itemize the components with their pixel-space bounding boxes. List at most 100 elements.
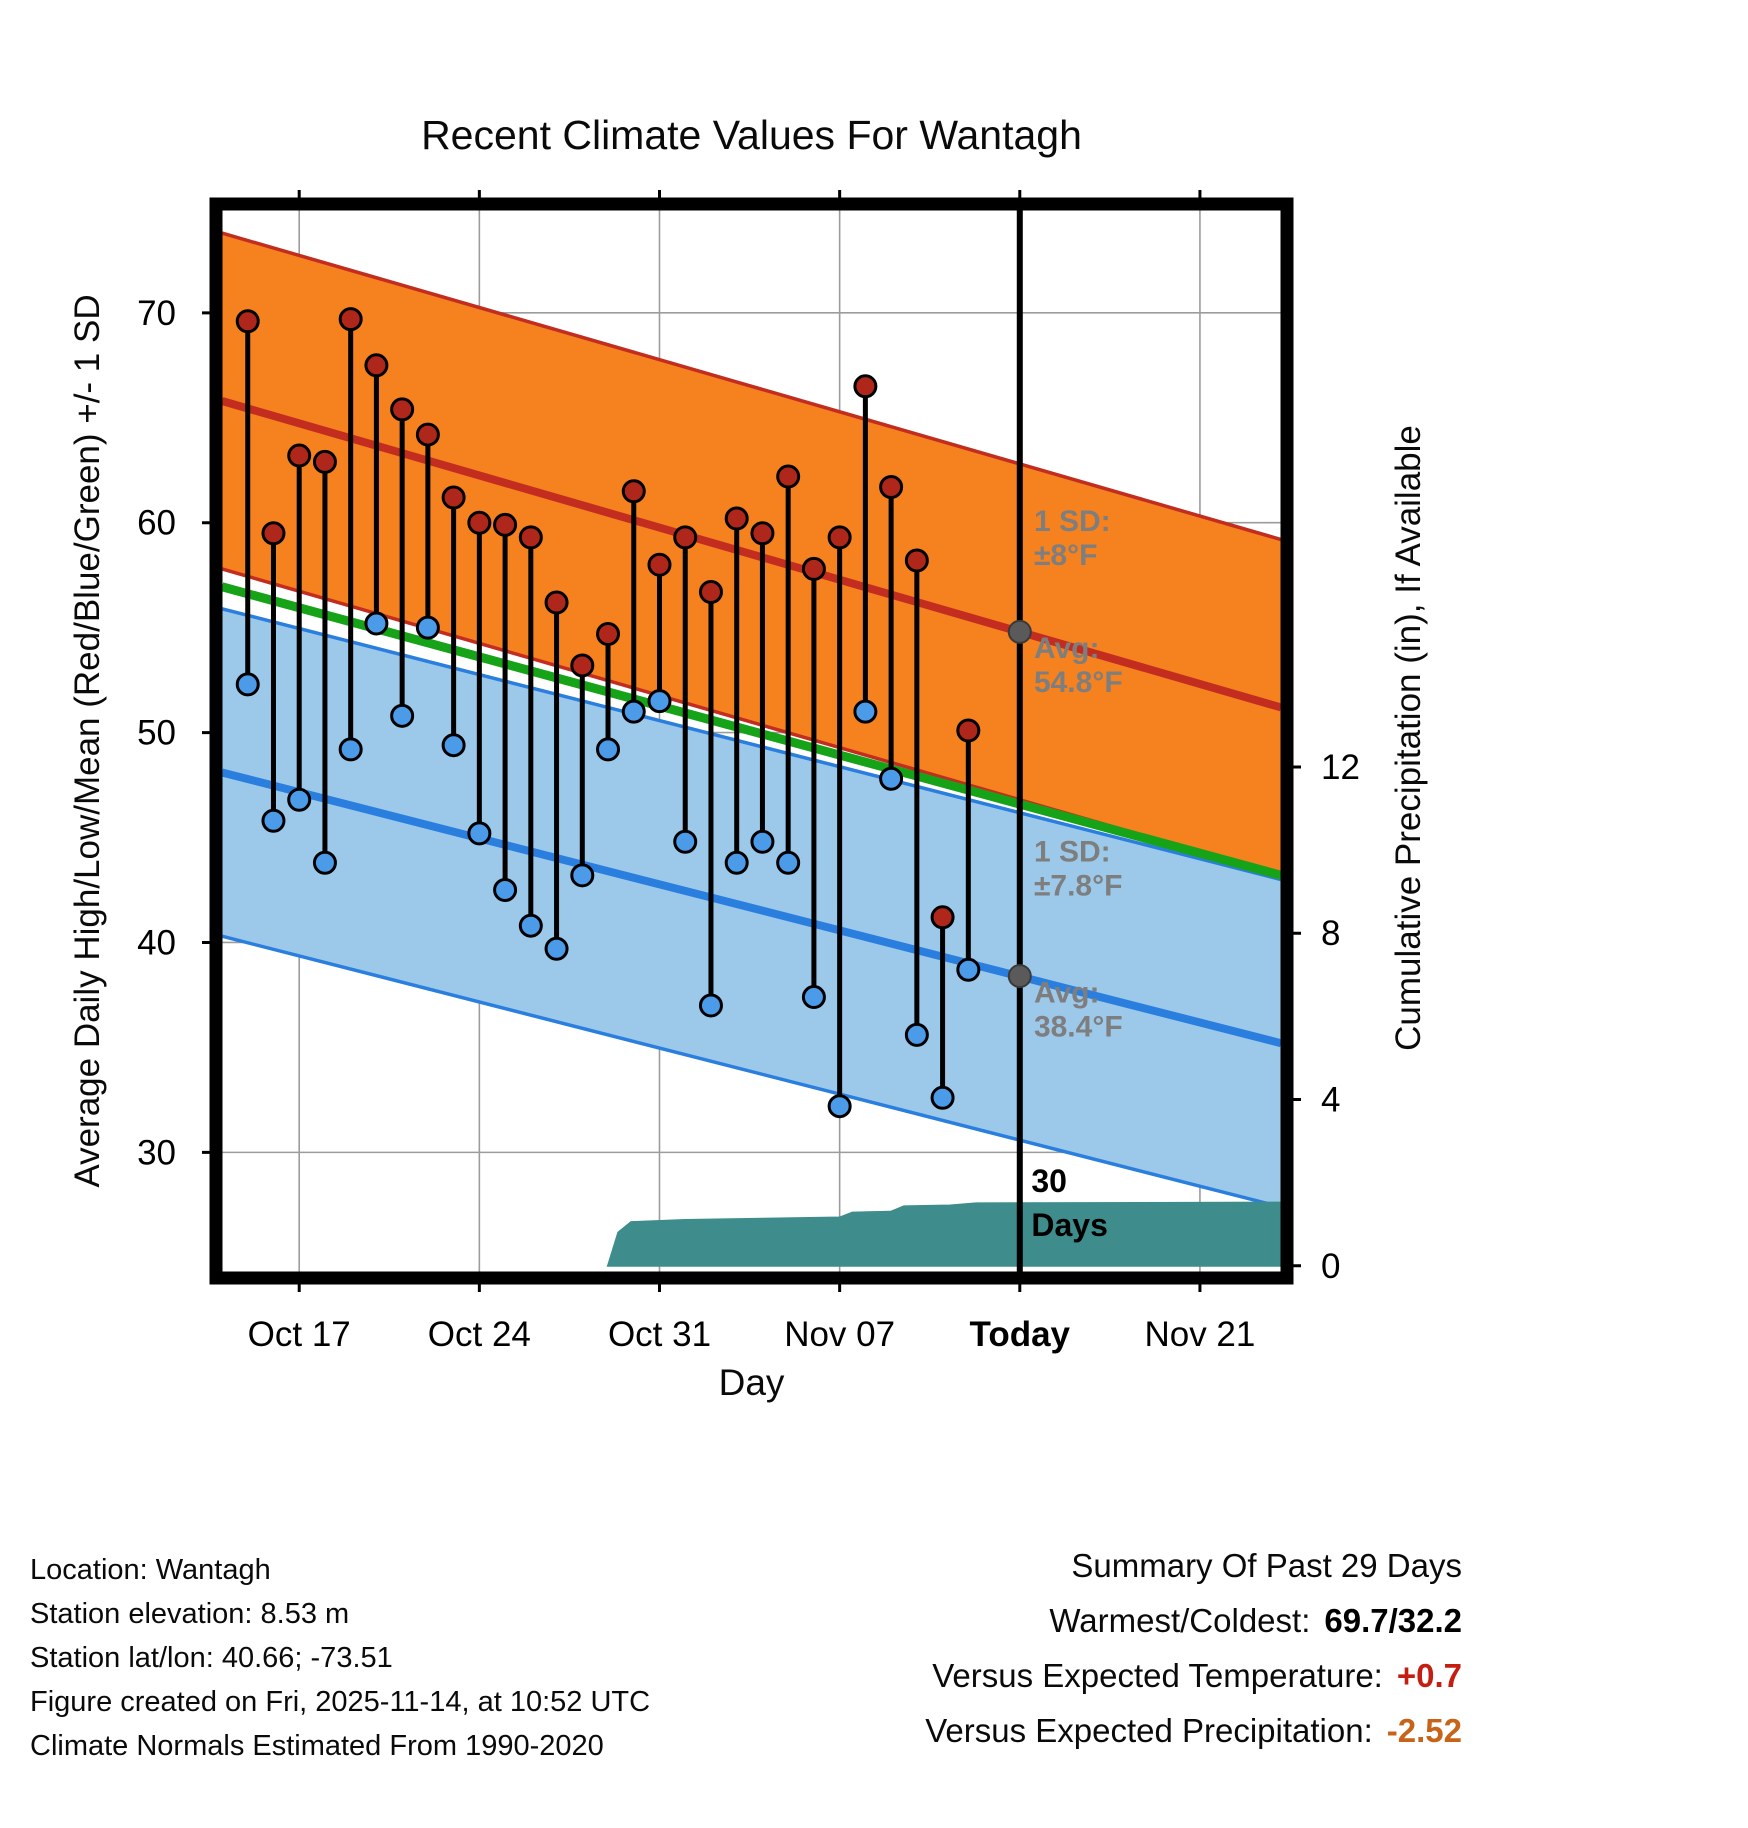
summary-title: Summary Of Past 29 Days [1071,1547,1462,1584]
summary-row-label: Versus Expected Precipitation: [925,1712,1373,1749]
daily-low-dot [467,821,492,846]
y-tick-label-temp: 60 [137,504,176,543]
annotation-text: Days [1031,1207,1108,1243]
summary-row-value: +0.7 [1396,1657,1462,1694]
daily-high-dot [827,525,852,550]
daily-high-dot [235,309,260,334]
y-tick-label-temp: 50 [137,714,176,753]
daily-high-dot [312,449,337,474]
daily-low-dot [338,737,363,762]
y-tick-label-temp: 30 [137,1133,176,1172]
daily-low-dot [930,1085,955,1110]
daily-high-dot [956,718,981,743]
summary-row: Versus Expected Temperature: +0.7 [925,1648,1462,1703]
daily-high-dot [467,510,492,535]
daily-high-dot [904,548,929,573]
metadata-line-normals: Climate Normals Estimated From 1990-2020 [30,1730,604,1762]
x-tick-label: Today [970,1315,1071,1354]
daily-high-dot [930,905,955,930]
summary-row-value: 69.7/32.2 [1324,1602,1462,1639]
daily-high-dot [441,485,466,510]
daily-high-dot [518,525,543,550]
daily-high-dot [338,307,363,332]
daily-high-dot [647,552,672,577]
annotation-text: 38.4°F [1034,1010,1123,1043]
daily-low-dot [776,850,801,875]
x-tick-label: Oct 17 [248,1315,351,1354]
daily-low-dot [312,850,337,875]
daily-low-dot [441,733,466,758]
avg-marker-dot [1007,619,1032,644]
metadata-line-latlon: Station lat/lon: 40.66; -73.51 [30,1642,393,1674]
daily-low-dot [879,766,904,791]
daily-high-dot [801,556,826,581]
y-tick-label-temp: 40 [137,923,176,962]
daily-low-dot [518,913,543,938]
y-tick-label-precip: 8 [1321,914,1340,953]
avg-high-line [220,397,1283,712]
daily-low-dot [750,829,775,854]
summary-row: Versus Expected Precipitation: -2.52 [925,1703,1462,1758]
daily-low-dot [235,672,260,697]
low-band-lower-edge [221,934,1282,1209]
annotation-text: Avg: [1034,632,1100,665]
daily-high-dot [621,479,646,504]
daily-low-dot [724,850,749,875]
daily-high-dot [596,621,621,646]
metadata-line-location: Location: Wantagh [30,1554,271,1586]
daily-low-dot [364,611,389,636]
daily-high-dot [776,464,801,489]
daily-low-dot [956,957,981,982]
summary-row-label: Versus Expected Temperature: [932,1657,1383,1694]
x-axis-label: Day [718,1362,785,1403]
annotation-text: Avg: [1034,976,1100,1009]
annotation-text: 1 SD: [1034,505,1111,538]
daily-low-dot [621,699,646,724]
daily-high-dot [673,525,698,550]
summary-row-label: Warmest/Coldest: [1049,1602,1311,1639]
daily-low-dot [390,703,415,728]
daily-high-dot [390,397,415,422]
summary-row: Warmest/Coldest: 69.7/32.2 [925,1593,1462,1648]
y-tick-label-precip: 4 [1321,1081,1340,1120]
daily-high-dot [261,521,286,546]
daily-low-dot [493,878,518,903]
daily-low-dot [287,787,312,812]
x-tick-label: Oct 24 [428,1315,531,1354]
daily-low-dot [596,737,621,762]
low-band-upper-edge [221,607,1282,882]
avg-marker-dot [1007,964,1032,989]
daily-high-dot [750,521,775,546]
annotation-text: 30 [1031,1163,1067,1199]
daily-low-dot [827,1094,852,1119]
daily-high-dot [698,579,723,604]
annotation-text: ±8°F [1034,539,1097,572]
daily-low-dot [544,936,569,961]
y-axis-label-temp: Average Daily High/Low/Mean (Red/Blue/Gr… [68,294,107,1188]
mean-temp-line [220,582,1283,880]
daily-high-dot [493,512,518,537]
daily-low-dot [570,863,595,888]
annotation-text: 54.8°F [1034,666,1123,699]
annotation-text: 1 SD: [1034,836,1111,869]
daily-low-dot [647,689,672,714]
annotation-text: ±7.8°F [1034,870,1123,903]
avg-low-line [221,768,1282,1048]
metadata-line-elevation: Station elevation: 8.53 m [30,1598,350,1630]
metadata-line-created: Figure created on Fri, 2025-11-14, at 10… [30,1686,651,1718]
y-tick-label-precip: 12 [1321,748,1360,787]
daily-high-dot [879,475,904,500]
cumulative-precip-area [606,1201,1282,1267]
daily-low-dot [415,615,440,640]
summary-panel: Summary Of Past 29 Days Warmest/Coldest:… [925,1538,1462,1758]
daily-high-dot [853,374,878,399]
figure-metadata: Location: Wantagh Station elevation: 8.5… [30,1548,650,1768]
x-tick-label: Nov 07 [784,1315,895,1354]
daily-low-dot [261,808,286,833]
daily-low-dot [801,985,826,1010]
y-tick-label-precip: 0 [1321,1247,1340,1286]
daily-low-dot [904,1022,929,1047]
plot-border [209,197,1294,1285]
